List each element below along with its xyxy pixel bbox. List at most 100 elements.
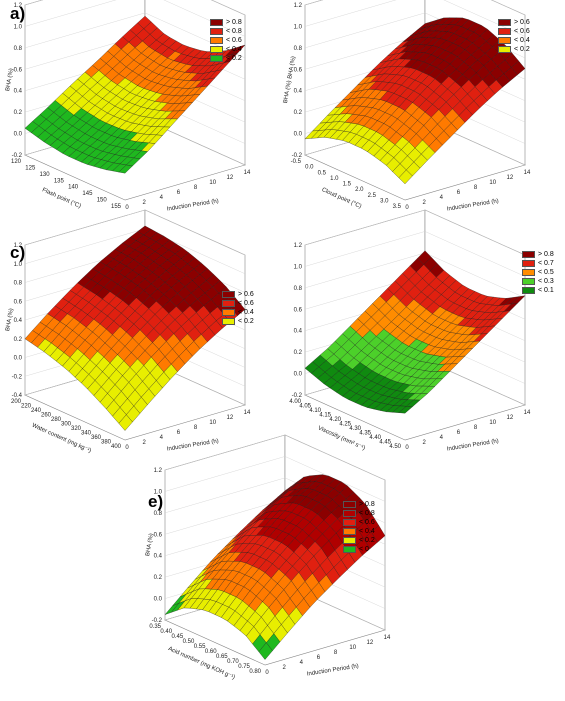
y-tick-label: 6 bbox=[177, 430, 181, 436]
z-gridline bbox=[164, 434, 286, 471]
z-tick-label: 0.0 bbox=[294, 372, 303, 378]
y-axis-label: Induction Period (h) bbox=[307, 663, 360, 677]
y-tick-label: 14 bbox=[524, 410, 531, 416]
surface-cell bbox=[398, 406, 413, 414]
x-tick-label: 4.30 bbox=[349, 426, 361, 432]
surface-svg-a: -0.20.00.20.40.60.81.01.2120125130135140… bbox=[5, 0, 251, 213]
z-tick-label: 0.2 bbox=[294, 350, 303, 356]
legend-swatch bbox=[343, 519, 356, 526]
z-tick-label: 0.4 bbox=[294, 329, 303, 335]
x-tick-label: 140 bbox=[68, 185, 79, 191]
legend-label: < 0.4 bbox=[226, 46, 242, 53]
x-tick-label: 150 bbox=[97, 198, 108, 204]
legend-entry: < 0.4 bbox=[498, 36, 530, 45]
y-tick-label: 8 bbox=[474, 425, 478, 431]
y-tick-label: 0 bbox=[125, 205, 129, 211]
legend-entry: < 0.2 bbox=[222, 317, 254, 326]
legend-entry: < 0 bbox=[343, 545, 375, 554]
z-tick-label: 0.6 bbox=[14, 67, 23, 73]
surface-chart-c: -0.4 -0.2 0.0 0.2 0.4 0.6 0.8 1.0 1.2 200 220 240 26… bbox=[5, 209, 285, 475]
legend-swatch bbox=[210, 55, 223, 62]
y-tick-label: 0 bbox=[405, 445, 409, 451]
y-tick-label: 2 bbox=[422, 440, 426, 446]
legend-swatch bbox=[343, 537, 356, 544]
z-tick-label: 1.0 bbox=[294, 264, 303, 270]
z-tick-label: 0.0 bbox=[14, 356, 23, 362]
y-tick-label: 12 bbox=[367, 640, 374, 646]
x-tick-label: 4.35 bbox=[359, 431, 371, 437]
z-tick-label: -0.2 bbox=[292, 393, 303, 399]
surface-mesh bbox=[304, 17, 526, 185]
legend-label: < 0.8 bbox=[359, 510, 375, 517]
legend-entry: < 0.6 bbox=[498, 27, 530, 36]
z-tick-label: 1.2 bbox=[14, 243, 23, 249]
y-tick-label: 10 bbox=[489, 420, 496, 426]
legend-swatch bbox=[222, 318, 235, 325]
legend-swatch bbox=[522, 287, 535, 294]
z-tick-label: 0.8 bbox=[294, 46, 303, 52]
y-tick-label: 14 bbox=[244, 410, 251, 416]
z-gridline bbox=[144, 209, 246, 256]
z-tick-label: 0.8 bbox=[14, 46, 23, 52]
legend-swatch bbox=[522, 269, 535, 276]
y-tick-label: 4 bbox=[300, 660, 304, 666]
y-tick-label: 2 bbox=[142, 200, 146, 206]
x-tick-label: 0.35 bbox=[149, 624, 161, 630]
legend-entry: < 0.8 bbox=[210, 27, 242, 36]
y-tick-label: 6 bbox=[177, 190, 181, 196]
legend-label: < 0.2 bbox=[514, 46, 530, 53]
y-tick-label: 12 bbox=[227, 175, 234, 181]
z-gridline bbox=[491, 0, 526, 16]
z-tick-label: 0.2 bbox=[14, 110, 23, 116]
x-tick-label: 220 bbox=[21, 404, 32, 410]
z-gridline bbox=[424, 231, 526, 277]
legend-label: < 0.7 bbox=[538, 260, 554, 267]
y-tick-label: 10 bbox=[349, 645, 356, 651]
y-axis-label: Induction Period (h) bbox=[167, 438, 220, 452]
z-gridline bbox=[424, 252, 526, 299]
x-tick-label: 280 bbox=[51, 417, 62, 423]
y-tick-label: 12 bbox=[227, 415, 234, 421]
legend-swatch bbox=[522, 251, 535, 258]
y-axis-label: Induction Period (h) bbox=[447, 438, 500, 452]
surface-chart-a: -0.2 0.0 0.2 0.4 0.6 0.8 1.0 1.2 120 125 130 135 140… bbox=[5, 0, 285, 235]
x-tick-label: 3.0 bbox=[380, 198, 389, 204]
legend-label: < 0.6 bbox=[359, 519, 375, 526]
legend-entry: > 0.8 bbox=[522, 250, 554, 259]
surface-mesh bbox=[24, 15, 246, 174]
surface-svg-b: -0.20.00.20.40.60.81.01.2-0.50.00.51.01.… bbox=[283, 0, 531, 213]
z-tick-label: 0.8 bbox=[154, 511, 163, 517]
legend-entry: > 0.6 bbox=[498, 18, 530, 27]
z-tick-label: 0.2 bbox=[14, 337, 23, 343]
legend-entry: > 0.8 bbox=[210, 18, 242, 27]
z-gridline bbox=[211, 0, 246, 16]
x-tick-label: 4.15 bbox=[319, 413, 331, 419]
legend-swatch bbox=[210, 19, 223, 26]
legend-swatch bbox=[343, 501, 356, 508]
legend-label: < 0.6 bbox=[238, 300, 254, 307]
y-tick-label: 12 bbox=[507, 175, 514, 181]
y-tick-label: 10 bbox=[489, 180, 496, 186]
legend-entry: > 0.8 bbox=[343, 500, 375, 509]
legend-d: > 0.8 < 0.7 < 0.5 < 0.3 < 0.1 bbox=[522, 250, 554, 295]
legend-swatch bbox=[210, 46, 223, 53]
z-tick-label: 0.4 bbox=[154, 554, 163, 560]
x-tick-label: 240 bbox=[31, 408, 42, 414]
legend-entry: < 0.6 bbox=[343, 518, 375, 527]
surface-chart-d: -0.2 0.0 0.2 0.4 0.6 0.8 1.0 1.2 4.00 4.05 4.10 4.1… bbox=[285, 209, 565, 475]
y-tick-label: 8 bbox=[334, 650, 338, 656]
y-axis-label: Induction Period (h) bbox=[167, 198, 220, 212]
y-tick-label: 2 bbox=[422, 200, 426, 206]
legend-label: > 0.8 bbox=[359, 501, 375, 508]
legend-swatch bbox=[498, 37, 511, 44]
y-tick-label: 14 bbox=[384, 635, 391, 641]
legend-label: > 0.6 bbox=[514, 19, 530, 26]
y-tick-label: 4 bbox=[440, 435, 444, 441]
y-tick-label: 6 bbox=[317, 655, 321, 661]
legend-label: < 0.4 bbox=[359, 528, 375, 535]
x-tick-label: 4.20 bbox=[329, 417, 341, 423]
x-tick-label: 4.50 bbox=[389, 444, 401, 450]
y-tick-label: 0 bbox=[405, 205, 409, 211]
x-tick-label: 0.50 bbox=[183, 639, 195, 645]
z-tick-label: -0.2 bbox=[152, 618, 163, 624]
